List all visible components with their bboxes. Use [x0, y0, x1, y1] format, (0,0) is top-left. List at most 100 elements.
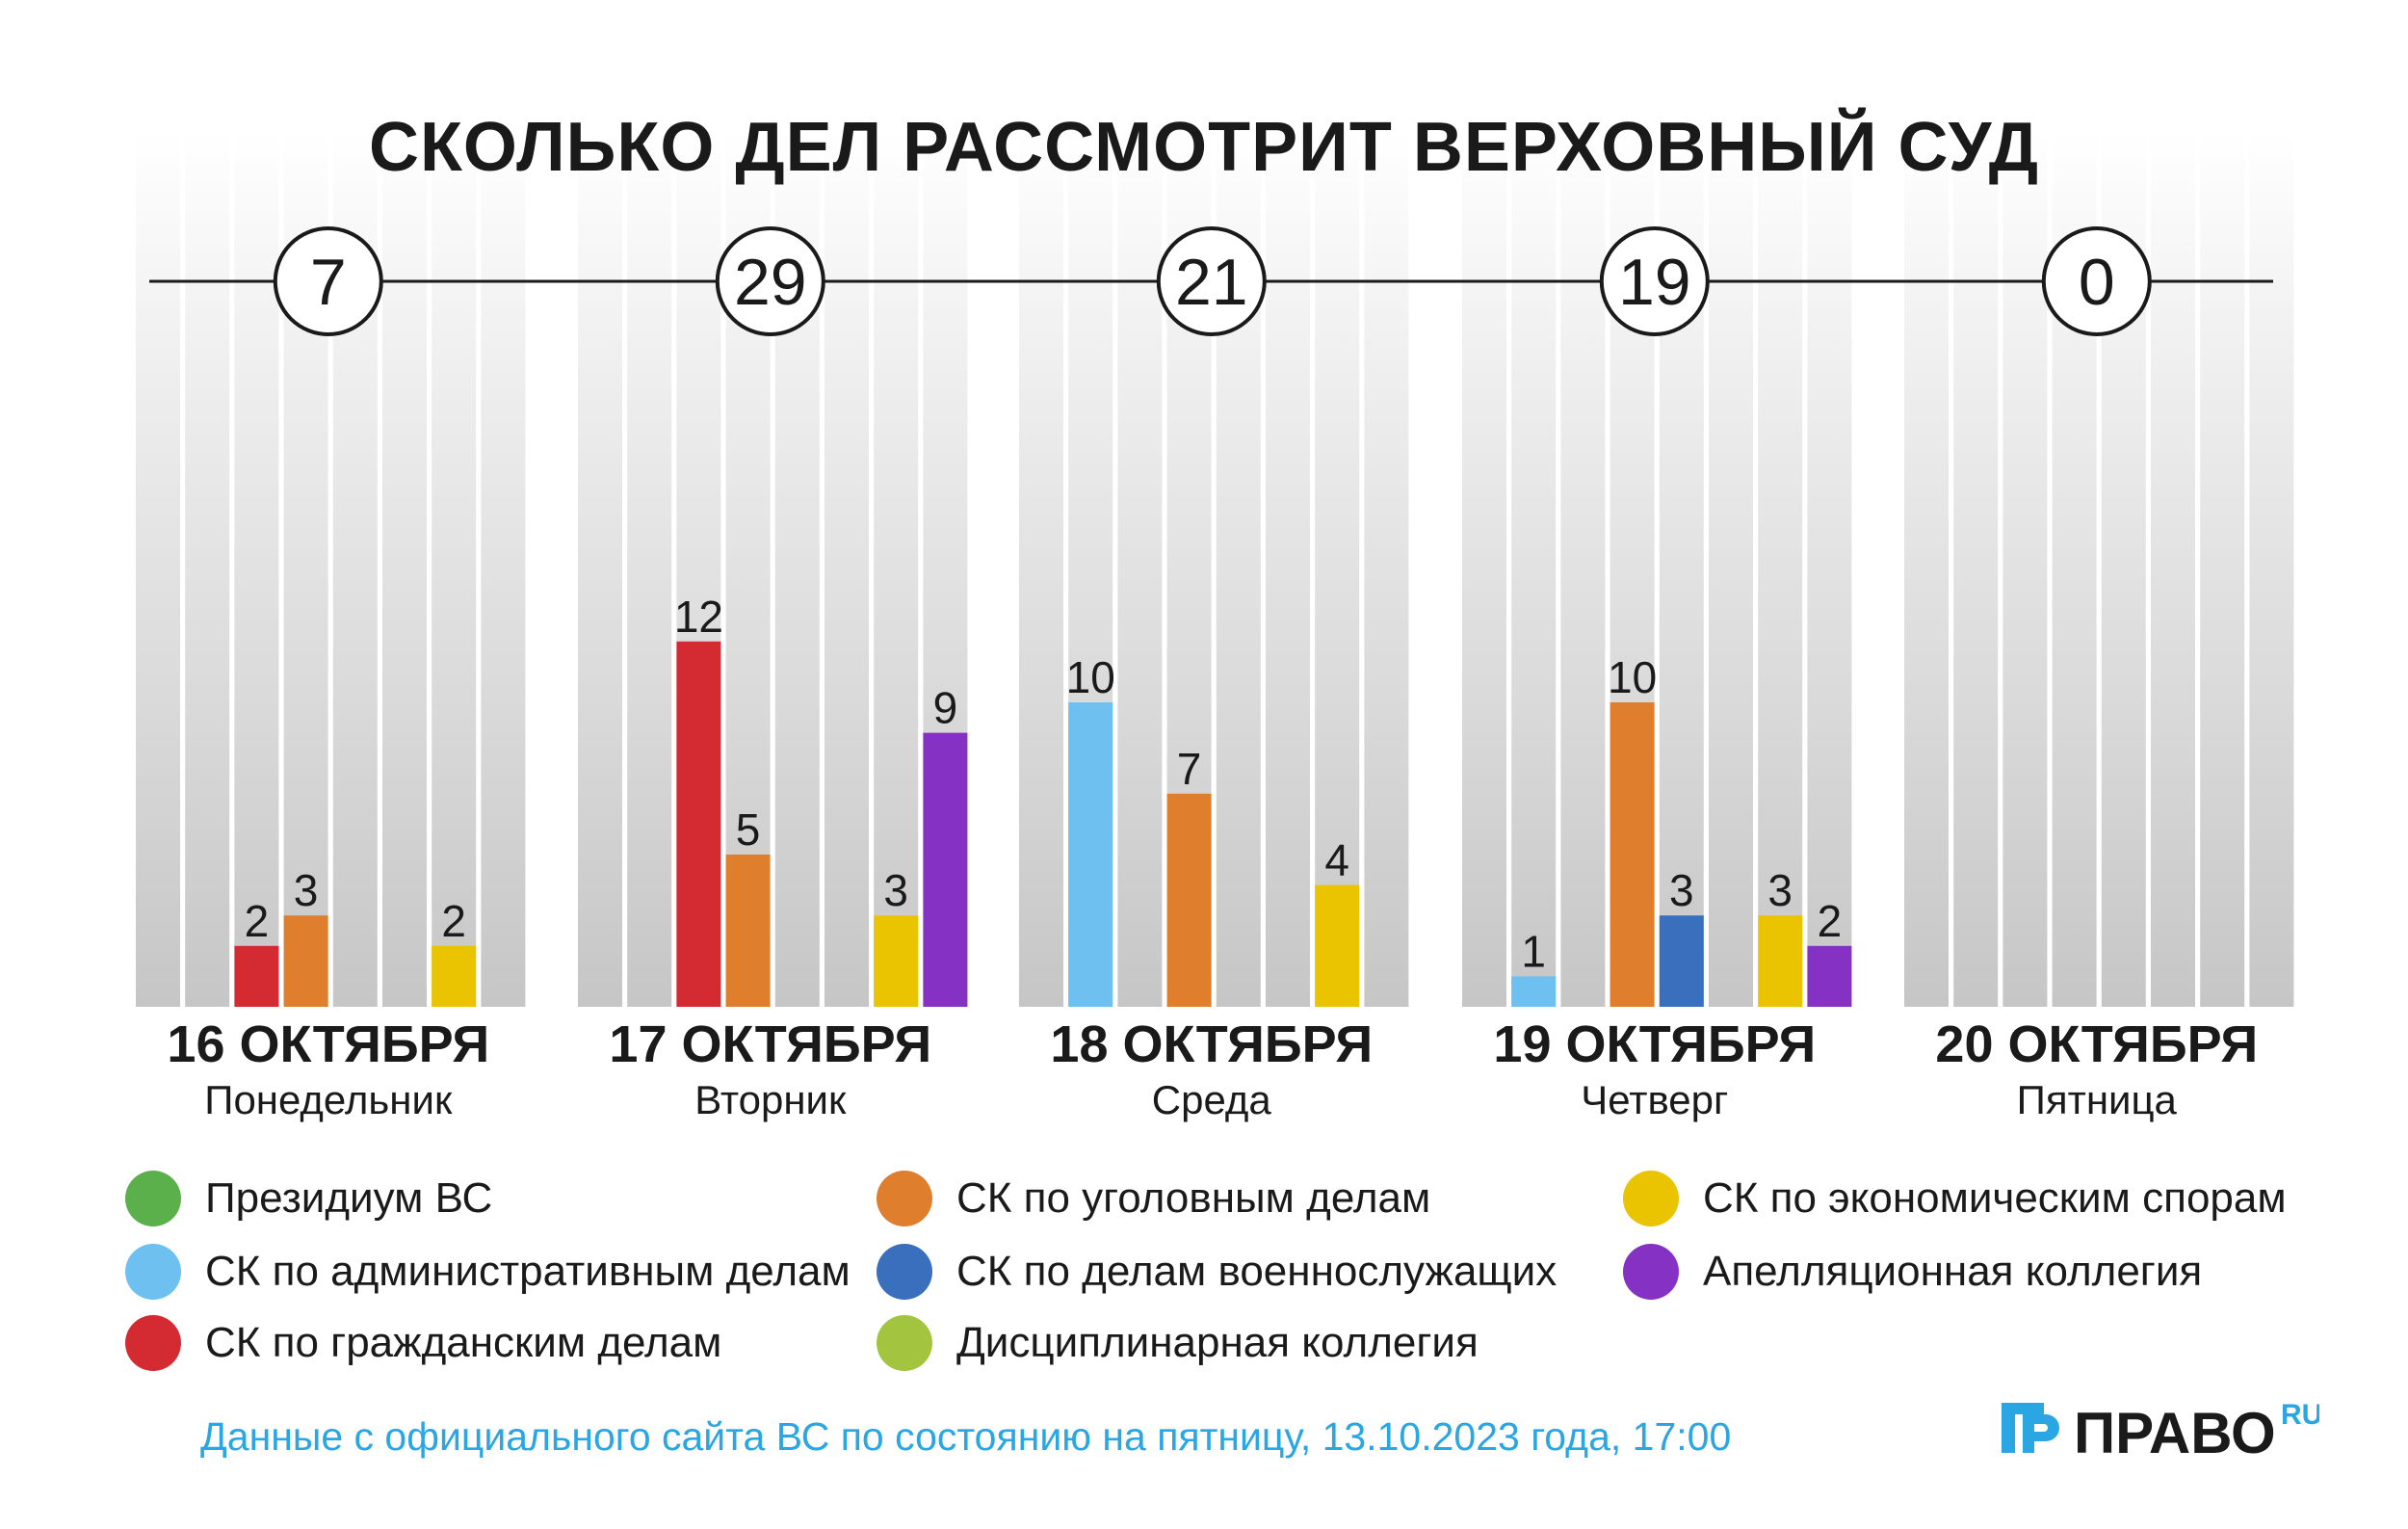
pravo-logo-icon: [2002, 1403, 2059, 1453]
bar-value-label: 12: [674, 592, 723, 642]
bg-stripe: [1266, 130, 1310, 1007]
date-label: 19 ОКТЯБРЯ: [1493, 1015, 1816, 1073]
bar-value-label: 3: [1669, 865, 1694, 915]
bar-value-label: 10: [1066, 652, 1115, 702]
bg-stripe: [627, 130, 672, 1007]
bar: [676, 641, 721, 1007]
legend-item: Апелляционная коллегия: [1623, 1243, 2202, 1301]
bar-value-label: 3: [883, 865, 908, 915]
bar: [432, 945, 477, 1007]
bar-value-label: 2: [441, 896, 466, 946]
legend-label: Апелляционная коллегия: [1703, 1248, 2203, 1295]
legend-swatch: [1623, 1171, 1679, 1226]
bg-stripe: [1709, 130, 1753, 1007]
bg-stripe: [481, 130, 526, 1007]
bar: [1758, 915, 1803, 1007]
date-label: 16 ОКТЯБРЯ: [167, 1015, 489, 1073]
legend-item: Президиум ВС: [125, 1170, 492, 1227]
bar: [725, 855, 771, 1007]
weekday-label: Вторник: [694, 1077, 847, 1122]
legend-swatch: [125, 1244, 181, 1300]
bar-value-label: 10: [1608, 652, 1657, 702]
bar-value-label: 3: [1767, 865, 1793, 915]
bg-stripe: [2002, 130, 2048, 1007]
bg-stripe: [1560, 130, 1606, 1007]
legend-label: СК по делам военнослужащих: [956, 1248, 1557, 1295]
bar-value-label: 4: [1324, 835, 1349, 885]
legend-label: СК по экономическим спорам: [1703, 1174, 2287, 1222]
legend-item: СК по административным делам: [125, 1243, 851, 1301]
legend-item: СК по уголовным делам: [877, 1170, 1430, 1227]
bar: [1166, 793, 1212, 1007]
weekday-label: Среда: [1152, 1077, 1272, 1122]
legend-swatch: [877, 1171, 932, 1226]
date-label: 20 ОКТЯБРЯ: [1935, 1015, 2258, 1073]
bg-stripe: [1807, 130, 1852, 1007]
legend-swatch: [125, 1315, 181, 1371]
total-circle: [1156, 226, 1267, 336]
bg-stripe: [578, 130, 622, 1007]
legend-item: СК по гражданским делам: [125, 1314, 721, 1372]
bg-stripe: [2200, 130, 2245, 1007]
weekday-label: Пятница: [2017, 1077, 2178, 1122]
bar: [1315, 884, 1360, 1007]
total-label: 19: [1618, 246, 1691, 319]
bar-value-label: 1: [1521, 926, 1546, 976]
bg-stripe: [1462, 130, 1506, 1007]
legend-label: СК по уголовным делам: [956, 1174, 1431, 1222]
total-label: 7: [310, 246, 347, 319]
bar: [874, 915, 919, 1007]
bg-stripe: [382, 130, 427, 1007]
logo-suffix: RU: [2281, 1399, 2319, 1431]
chart-title: СКОЛЬКО ДЕЛ РАССМОТРИТ ВЕРХОВНЫЙ СУД: [368, 109, 2040, 186]
legend-swatch: [1623, 1244, 1679, 1300]
total-label: 0: [2079, 246, 2115, 319]
legend-item: СК по экономическим спорам: [1623, 1170, 2287, 1227]
bar-value-label: 7: [1177, 744, 1202, 794]
total-circle: [1599, 226, 1710, 336]
total-label: 21: [1175, 246, 1248, 319]
bg-stripe: [1315, 130, 1360, 1007]
total-circle: [273, 226, 383, 336]
bg-stripe: [432, 130, 477, 1007]
bar-value-label: 9: [933, 683, 958, 733]
legend-swatch: [877, 1244, 932, 1300]
bar: [234, 945, 279, 1007]
total-label: 29: [734, 246, 807, 319]
bg-stripe: [1511, 130, 1557, 1007]
legend-item: Дисциплинарная коллегия: [877, 1314, 1479, 1372]
date-label: 18 ОКТЯБРЯ: [1050, 1015, 1373, 1073]
bar-value-label: 3: [294, 865, 319, 915]
pravo-ru-logo: ПРАВО RU: [2002, 1399, 2319, 1465]
total-circle: [715, 226, 825, 336]
bar-value-label: 2: [1818, 896, 1843, 946]
bg-stripe: [1758, 130, 1803, 1007]
bg-stripe: [874, 130, 919, 1007]
bg-stripe: [2249, 130, 2294, 1007]
bg-stripe: [1904, 130, 1949, 1007]
legend-item: СК по делам военнослужащих: [877, 1243, 1557, 1301]
bar: [283, 915, 328, 1007]
bg-stripe: [1953, 130, 1999, 1007]
bg-stripe: [1117, 130, 1163, 1007]
legend-label: Дисциплинарная коллегия: [956, 1319, 1479, 1366]
bg-stripe: [185, 130, 230, 1007]
bg-stripe: [1019, 130, 1063, 1007]
bg-stripe: [824, 130, 869, 1007]
source-note: Данные с официального сайта ВС по состоя…: [200, 1414, 1732, 1459]
weekday-label: Понедельник: [204, 1077, 453, 1122]
weekday-label: Четверг: [1581, 1077, 1728, 1122]
bar: [1511, 976, 1557, 1007]
bar: [923, 732, 968, 1007]
bar: [1610, 702, 1655, 1007]
bar: [1807, 945, 1852, 1007]
bar: [1068, 702, 1113, 1007]
bar-value-label: 5: [736, 804, 761, 855]
date-label: 17 ОКТЯБРЯ: [609, 1015, 931, 1073]
logo-text: ПРАВО: [2074, 1401, 2276, 1465]
bg-stripe: [1364, 130, 1409, 1007]
legend-label: СК по административным делам: [205, 1248, 851, 1295]
bar-value-label: 2: [245, 896, 270, 946]
bg-stripe: [2151, 130, 2195, 1007]
